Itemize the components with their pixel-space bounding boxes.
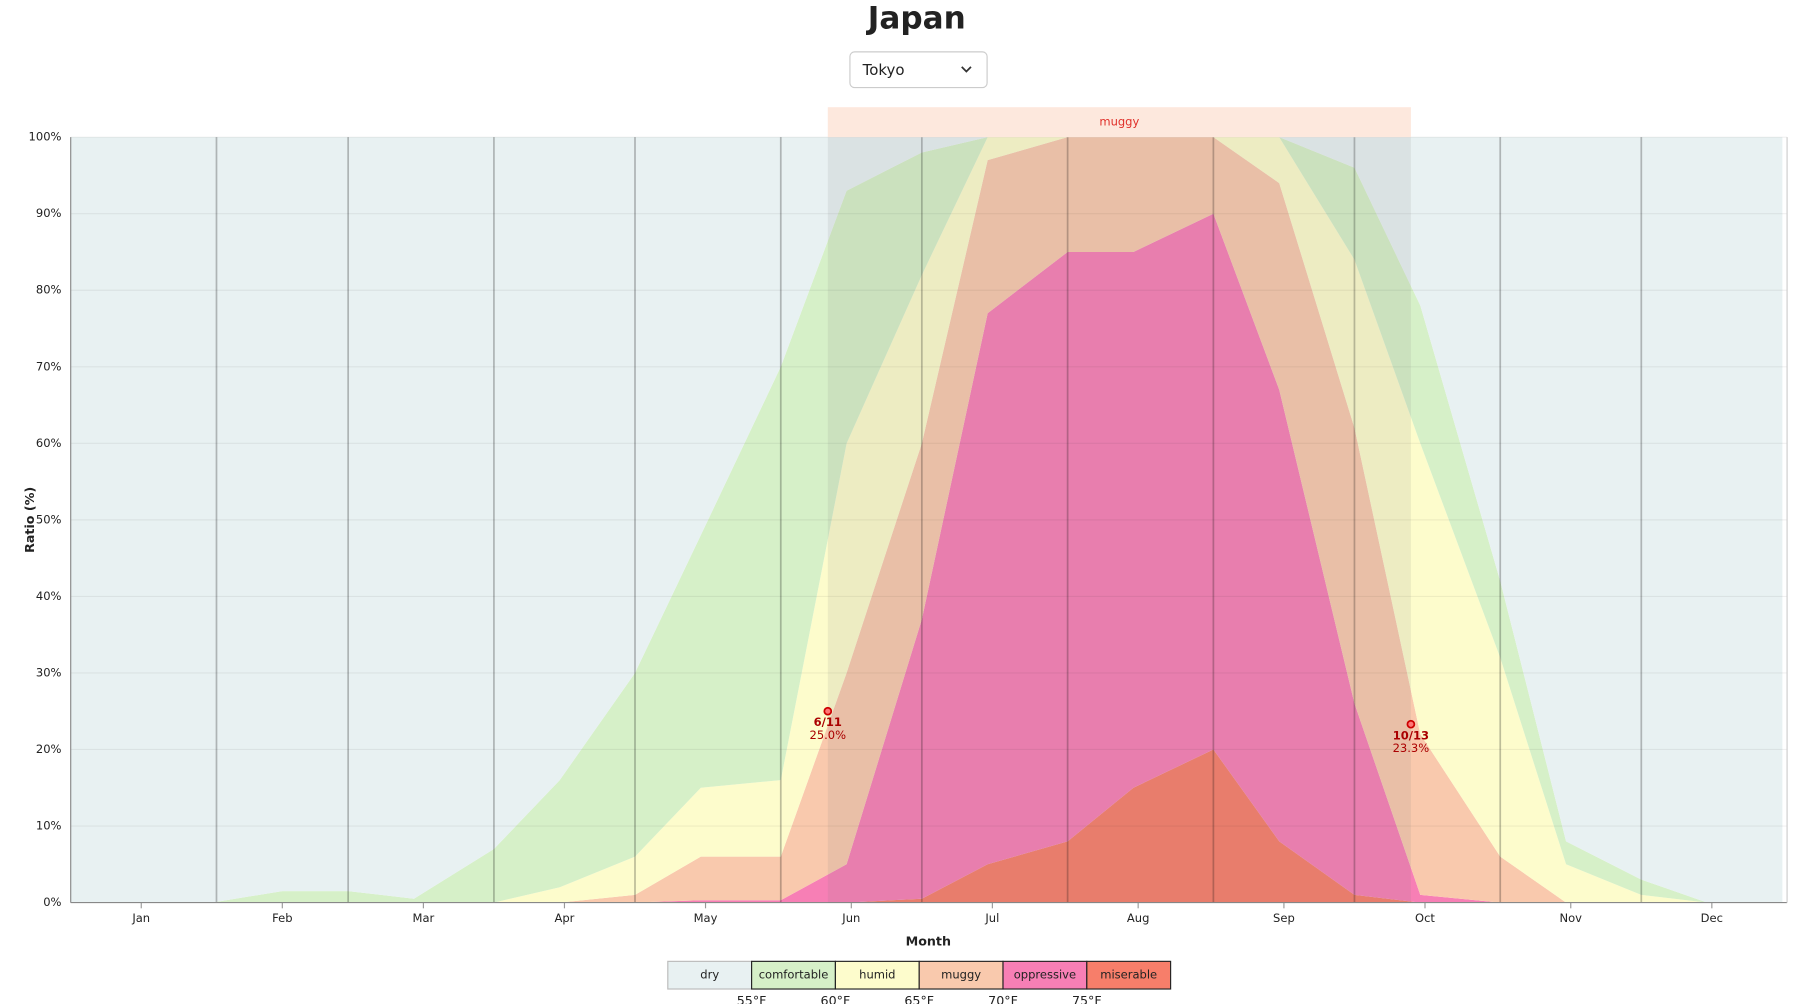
threshold-label: 70°F	[988, 993, 1018, 1004]
legend-swatch	[1002, 960, 1088, 990]
annotation-marker	[823, 706, 833, 716]
y-tick-label: 70%	[36, 359, 62, 373]
annotation-value: 23.3%	[1393, 741, 1430, 755]
y-tick-label: 30%	[36, 665, 62, 679]
legend-label: miserable	[1100, 968, 1157, 982]
y-axis-title: Ratio (%)	[22, 487, 37, 553]
legend-label: dry	[700, 968, 719, 982]
annotation-marker	[1406, 719, 1416, 729]
highlight-overlay	[827, 137, 1411, 903]
area	[70, 137, 1783, 903]
threshold-label: 55°F	[737, 993, 767, 1004]
area	[70, 213, 1783, 903]
threshold-label: 60°F	[821, 993, 851, 1004]
x-tick-label: Dec	[1701, 911, 1723, 925]
highlight-label: muggy	[1099, 115, 1139, 129]
highlight-header	[827, 107, 1411, 138]
y-tick-label: 40%	[36, 589, 62, 603]
legend-swatch	[918, 960, 1004, 990]
y-tick-label: 0%	[43, 895, 61, 909]
x-tick-label: May	[694, 911, 718, 925]
area	[70, 137, 1783, 903]
legend-label: oppressive	[1014, 968, 1076, 982]
x-axis-title: Month	[906, 933, 951, 948]
x-tick-label: Mar	[413, 911, 435, 925]
legend-label: humid	[859, 968, 895, 982]
threshold-label: 65°F	[904, 993, 934, 1004]
x-tick-label: Jul	[984, 911, 999, 925]
chevron[interactable]	[961, 66, 972, 73]
city-selector[interactable]: Tokyo	[849, 51, 988, 89]
legend-swatch	[667, 960, 753, 990]
annotation-date: 10/13	[1393, 728, 1429, 742]
legend-swatch	[1086, 960, 1172, 990]
legend-swatch	[751, 960, 836, 990]
chart-title: Japan	[866, 1, 966, 37]
legend-label: muggy	[941, 968, 981, 982]
selector-box[interactable]	[849, 51, 988, 89]
x-tick-label: Nov	[1560, 911, 1583, 925]
x-tick-label: Jun	[841, 911, 860, 925]
x-tick-label: Aug	[1127, 911, 1150, 925]
y-tick-label: 60%	[36, 436, 62, 450]
x-tick-label: Sep	[1273, 911, 1295, 925]
x-tick-label: Feb	[272, 911, 292, 925]
y-tick-label: 50%	[36, 512, 62, 526]
annotation-value: 25.0%	[809, 728, 846, 742]
annotation-date: 6/11	[814, 715, 842, 729]
y-tick-label: 80%	[36, 283, 62, 297]
selector-value[interactable]: Tokyo	[862, 61, 905, 79]
x-tick-label: Apr	[554, 911, 574, 925]
y-tick-label: 90%	[36, 206, 62, 220]
threshold-label: 75°F	[1072, 993, 1102, 1004]
area	[70, 137, 1783, 903]
x-tick-label: Jan	[131, 911, 150, 925]
legend-label: comfortable	[759, 968, 829, 982]
y-tick-label: 10%	[36, 819, 62, 833]
y-tick-label: 20%	[36, 742, 62, 756]
x-tick-label: Oct	[1415, 911, 1435, 925]
y-tick-label: 100%	[29, 130, 62, 144]
